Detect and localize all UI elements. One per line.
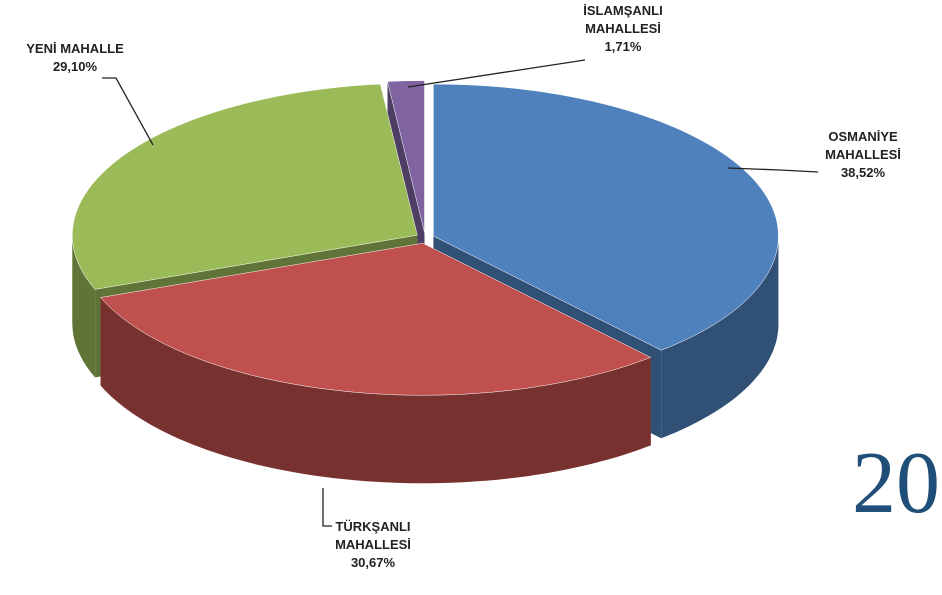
value-label: 1,71% bbox=[604, 39, 642, 54]
slice-side bbox=[100, 297, 651, 484]
slice bbox=[433, 83, 779, 351]
leader-line bbox=[407, 59, 586, 88]
slice-side bbox=[661, 236, 779, 439]
category-label: OSMANİYE MAHALLESİ bbox=[825, 129, 901, 162]
slice-side-shade bbox=[72, 235, 96, 378]
slice-label: YENİ MAHALLE 29,10% bbox=[10, 40, 140, 76]
slice-label: OSMANİYE MAHALLESİ 38,52% bbox=[808, 128, 918, 182]
slice-side bbox=[72, 235, 96, 378]
logo: 20 bbox=[852, 435, 940, 532]
leader-line bbox=[727, 167, 819, 173]
slice-label: TÜRKŞANLI MAHALLESİ 30,67% bbox=[318, 518, 428, 572]
slice bbox=[100, 242, 652, 396]
category-label: TÜRKŞANLI MAHALLESİ bbox=[335, 519, 411, 552]
value-label: 29,10% bbox=[52, 59, 98, 74]
value-label: 30,67% bbox=[350, 555, 396, 570]
slice bbox=[387, 80, 425, 233]
slice-side-shade bbox=[661, 236, 779, 439]
category-label: İSLAMŞANLI MAHALLESİ bbox=[583, 3, 663, 36]
value-label: 38,52% bbox=[840, 165, 886, 180]
category-label: YENİ MAHALLE bbox=[26, 41, 124, 56]
leader-line bbox=[322, 488, 332, 527]
slice-label: İSLAMŞANLI MAHALLESİ 1,71% bbox=[568, 2, 678, 56]
leader-line bbox=[102, 77, 154, 146]
pie-body bbox=[72, 80, 779, 484]
slice-side-shade bbox=[100, 297, 651, 484]
slice bbox=[72, 83, 418, 290]
